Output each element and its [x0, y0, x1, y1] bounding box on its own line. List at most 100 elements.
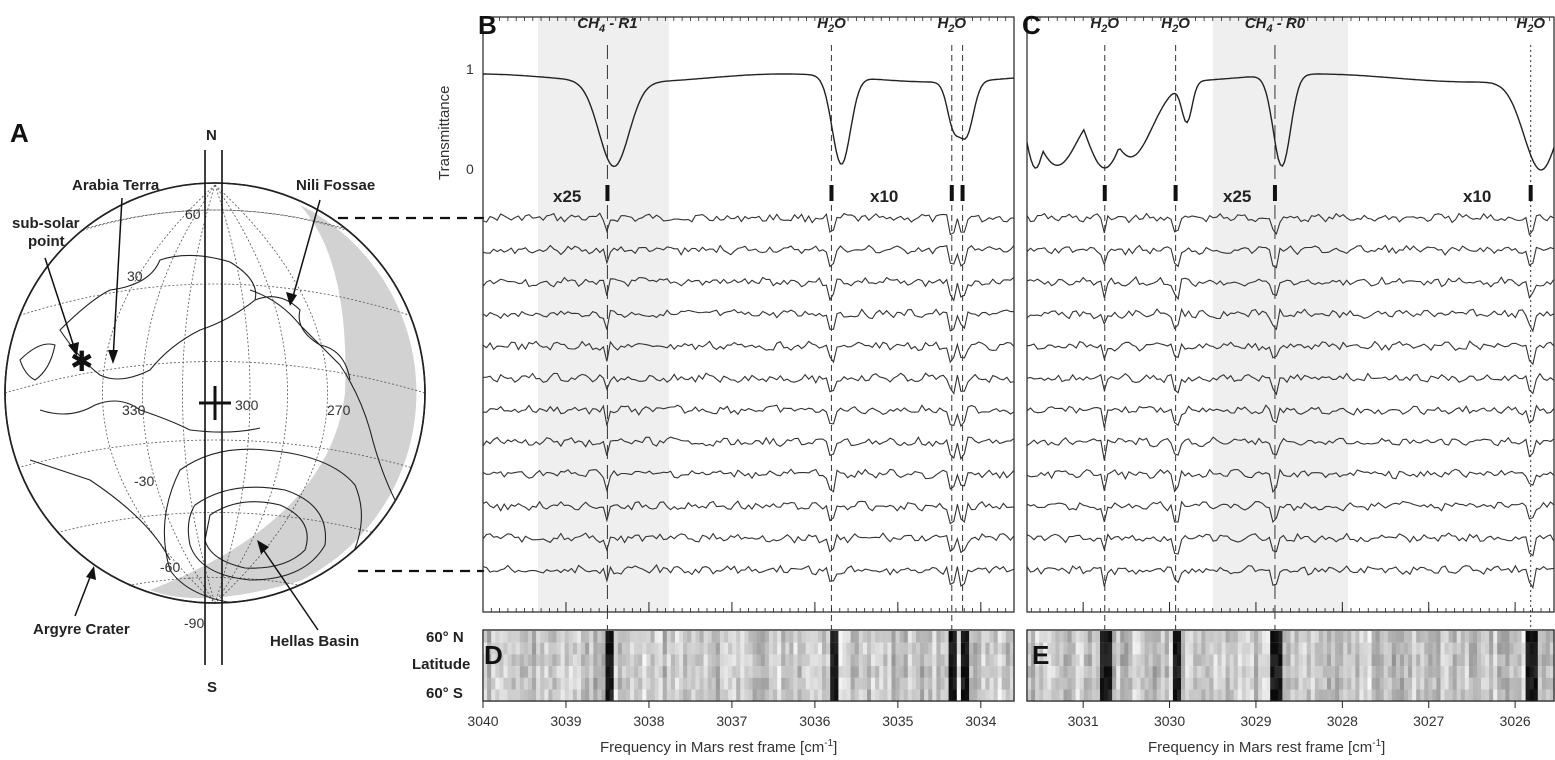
nili-fossae-arrow — [291, 199, 321, 301]
line-tick-b-1 — [829, 185, 834, 201]
panel-b-letter: B — [478, 10, 497, 40]
line-label-c-3: H2O — [1516, 15, 1545, 35]
transmittance-curve-b — [483, 73, 1014, 168]
south-label: S — [207, 679, 217, 696]
x-tick-label-b-3: 3037 — [716, 713, 747, 729]
line-label-c-0: H2O — [1090, 15, 1119, 35]
residual-spectrum-c-3 — [1027, 307, 1554, 333]
x-axis-title-b: Frequency in Mars rest frame [cm-1] — [600, 738, 837, 756]
panel-c-x-ticks: 3031 3030 3029 3028 3027 3026 — [1030, 17, 1551, 729]
panel-a: A — [4, 118, 484, 696]
x-tick-label-b-2: 3038 — [633, 713, 664, 729]
nili-fossae-label: Nili Fossae — [296, 177, 375, 194]
panel-c-line-labels: H2O H2O CH4 - R0 H2O — [1090, 15, 1545, 35]
panel-c-spectra — [1027, 73, 1554, 590]
panel-b-x-ticks: 3040 3039 3038 3037 3036 3035 3034 — [467, 17, 1015, 729]
panel-c-shade — [1213, 17, 1348, 612]
line-tick-c-0 — [1102, 185, 1107, 201]
arabia-terra-arrow — [112, 197, 123, 361]
panel-c-line-markers — [1102, 45, 1533, 700]
panel-d: D 60° N Latitude 60° S — [412, 629, 1015, 702]
residual-spectrum-c-9 — [1027, 500, 1554, 524]
sub-solar-label-line1: sub-solar — [12, 215, 80, 232]
residual-spectrum-b-2 — [483, 276, 1014, 302]
panel-b-line-labels: CH4 - R1 H2O H2O — [577, 15, 966, 35]
line-label-b-1: H2O — [817, 15, 846, 35]
x-tick-label-c-3: 3028 — [1327, 713, 1358, 729]
panel-e: E — [1026, 629, 1555, 702]
x-tick-label-b-4: 3036 — [799, 713, 830, 729]
panel-b-spectra — [483, 73, 1014, 587]
sub-solar-arrow — [44, 257, 76, 351]
residual-spectrum-c-7 — [1027, 436, 1554, 461]
x-tick-label-c-0: 3031 — [1068, 713, 1099, 729]
lat-label-neg30: -30 — [134, 473, 154, 489]
line-tick-b-extra — [960, 185, 965, 201]
x-tick-label-c-4: 3027 — [1413, 713, 1444, 729]
residual-spectrum-c-10 — [1027, 532, 1554, 557]
x-tick-label-b-5: 3035 — [882, 713, 913, 729]
lat-label-60: 60 — [185, 206, 201, 222]
residual-spectrum-b-7 — [483, 436, 1014, 461]
residual-spectrum-b-5 — [483, 372, 1014, 395]
line-tick-c-1 — [1173, 185, 1178, 201]
residual-spectrum-c-6 — [1027, 404, 1554, 428]
lat-map-top-label: 60° N — [426, 629, 464, 646]
argyre-crater-label: Argyre Crater — [33, 621, 130, 638]
panel-b-shade — [538, 17, 669, 612]
x-tick-label-c-5: 3026 — [1500, 713, 1531, 729]
sub-observer-cross-icon — [199, 386, 231, 420]
residual-spectrum-c-5 — [1027, 372, 1554, 396]
panel-e-latitude-map — [1027, 631, 1555, 702]
line-tick-c-2 — [1272, 185, 1277, 201]
sub-solar-label-line2: point — [28, 233, 65, 250]
panel-b: B CH4 - R1 H2O H2O x25 x10 3040 3039 3038 303… — [467, 10, 1015, 729]
line-tick-b-2 — [949, 185, 954, 201]
line-tick-b-0 — [605, 185, 610, 201]
residual-spectrum-b-11 — [483, 563, 1014, 587]
panel-d-latitude-map — [483, 631, 1015, 702]
lon-label-300: 300 — [235, 397, 259, 413]
panel-c-scale-right: x10 — [1463, 187, 1491, 206]
residual-spectrum-c-2 — [1027, 276, 1554, 301]
line-tick-c-3 — [1528, 185, 1533, 201]
lat-label-30: 30 — [127, 268, 143, 284]
line-label-c-1: H2O — [1161, 15, 1190, 35]
panel-e-letter: E — [1032, 640, 1049, 670]
residual-spectrum-c-4 — [1027, 340, 1554, 366]
residual-spectrum-c-11 — [1027, 564, 1554, 590]
north-label: N — [206, 127, 217, 144]
panel-c: C H2O H2O CH4 - R0 H2O x25 x10 3031 3030 3029… — [1022, 10, 1555, 729]
residual-spectrum-b-1 — [483, 244, 1014, 268]
panel-b-scale-right: x10 — [870, 187, 898, 206]
transmittance-label: Transmittance — [436, 86, 453, 180]
transmittance-curve-c — [1027, 73, 1554, 171]
residual-spectrum-b-4 — [483, 340, 1014, 364]
panel-a-letter: A — [10, 118, 29, 148]
lon-label-270: 270 — [327, 402, 351, 418]
panel-b-scale-left: x25 — [553, 187, 581, 206]
residual-spectrum-c-1 — [1027, 244, 1554, 269]
residual-spectrum-c-8 — [1027, 468, 1554, 494]
line-label-b-0: CH4 - R1 — [577, 15, 637, 35]
residual-spectrum-b-6 — [483, 404, 1014, 428]
hellas-basin-arrow — [259, 544, 319, 631]
panel-c-scale-left: x25 — [1223, 187, 1251, 206]
residual-spectrum-b-8 — [483, 468, 1014, 493]
line-label-c-2: CH4 - R0 — [1245, 15, 1306, 35]
x-axis-title-c: Frequency in Mars rest frame [cm-1] — [1148, 738, 1385, 756]
x-tick-label-c-2: 3029 — [1240, 713, 1271, 729]
x-tick-label-b-1: 3039 — [550, 713, 581, 729]
arabia-terra-label: Arabia Terra — [72, 177, 160, 194]
hellas-basin-label: Hellas Basin — [270, 633, 359, 650]
trans-tick-1: 1 — [466, 61, 474, 77]
night-side-shading — [150, 205, 417, 599]
line-label-b-2: H2O — [937, 15, 966, 35]
argyre-crater-arrow — [74, 571, 93, 617]
residual-spectrum-b-9 — [483, 500, 1014, 525]
x-tick-label-b-6: 3034 — [965, 713, 996, 729]
residual-spectrum-b-0 — [483, 212, 1014, 236]
lat-map-bottom-label: 60° S — [426, 685, 463, 702]
x-tick-label-b-0: 3040 — [467, 713, 498, 729]
trans-tick-0: 0 — [466, 161, 474, 177]
